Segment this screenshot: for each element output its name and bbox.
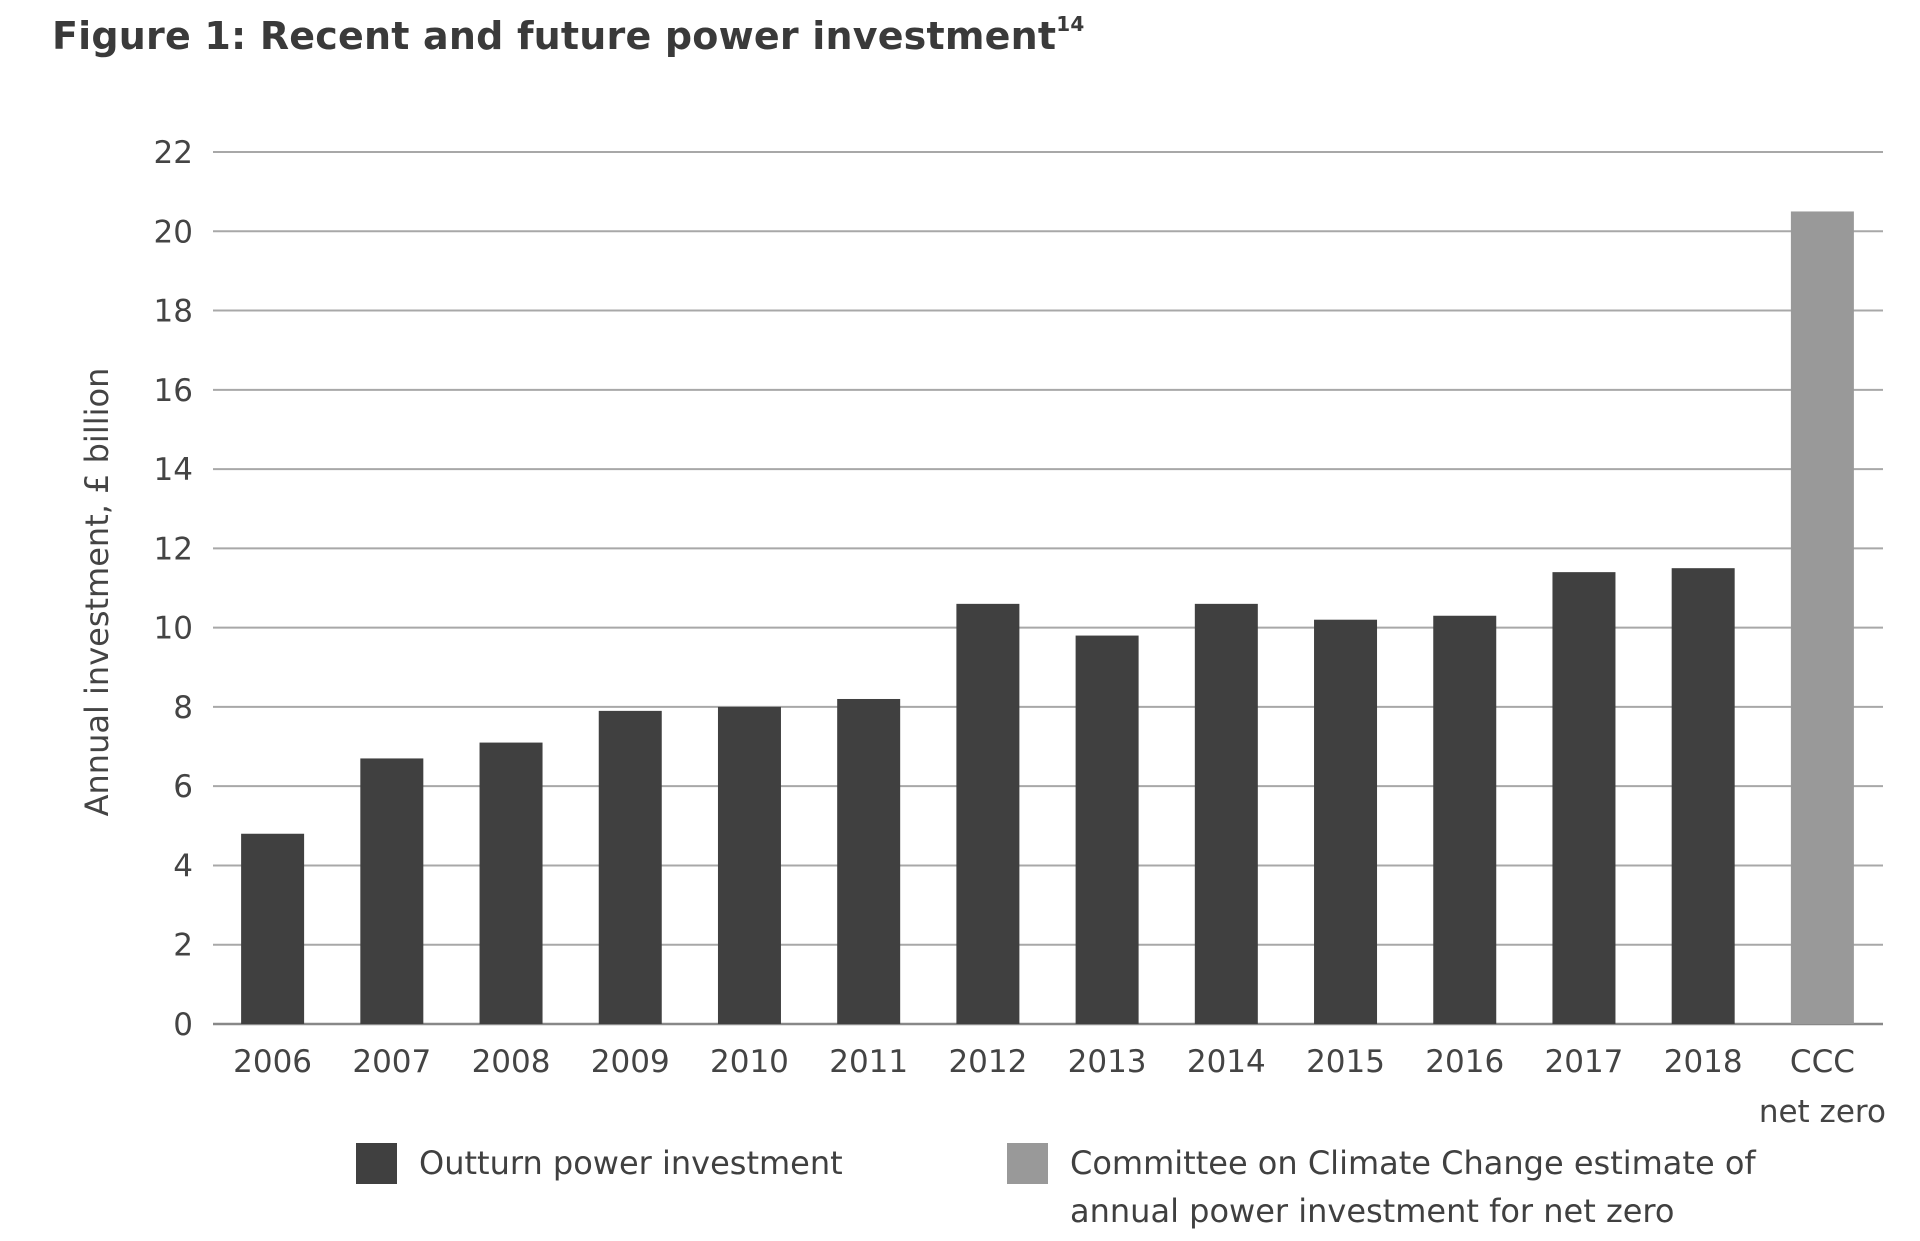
x-tick-label: 2010 (710, 1044, 789, 1080)
x-tick-label: 2017 (1545, 1044, 1624, 1080)
legend-item-ccc: Committee on Climate Change estimate of a… (1007, 1143, 1756, 1235)
x-tick-label: 2006 (233, 1044, 312, 1080)
y-tick-labels: 0 2 4 6 8 10 12 14 16 18 20 22 (154, 135, 193, 1043)
x-tick-label: CCC (1790, 1044, 1855, 1080)
legend-label-ccc: Committee on Climate Change estimate of a… (1070, 1144, 1756, 1230)
x-tick-label: net zero (1759, 1094, 1886, 1130)
bar-2012 (956, 603, 1020, 1024)
y-tick-label: 2 (173, 928, 193, 964)
x-tick-label: 2007 (352, 1044, 431, 1080)
bar-2014 (1194, 603, 1258, 1024)
y-tick-label: 10 (154, 611, 193, 647)
y-tick-label: 20 (154, 214, 193, 250)
bar-2010 (717, 706, 781, 1024)
bar-2009 (598, 710, 662, 1024)
y-tick-label: 12 (154, 531, 193, 567)
y-tick-label: 8 (173, 690, 193, 726)
x-tick-label: 2008 (472, 1044, 551, 1080)
bar-2018 (1671, 568, 1735, 1024)
bar-2006 (241, 833, 305, 1024)
bar-2015 (1314, 619, 1378, 1024)
bar-ccc-net-zero (1790, 211, 1854, 1025)
y-tick-label: 22 (154, 135, 193, 171)
title-footnote: 14 (1056, 12, 1085, 37)
x-tick-label: 2015 (1306, 1044, 1385, 1080)
y-tick-label: 6 (173, 769, 193, 805)
y-tick-label: 18 (154, 294, 193, 330)
y-axis-label: Annual investment, £ billion (78, 368, 116, 817)
x-tick-label: 2011 (829, 1044, 908, 1080)
x-tick-label: 2016 (1425, 1044, 1504, 1080)
bar-2011 (837, 698, 901, 1024)
y-tick-label: 16 (154, 373, 193, 409)
chart-title-text: Figure 1: Recent and future power invest… (52, 14, 1057, 58)
x-tick-label: 2014 (1187, 1044, 1266, 1080)
x-tick-labels: 2006 2007 2008 2009 2010 2011 2012 2013 2014 2015… (233, 1044, 1886, 1130)
y-tick-label: 4 (173, 848, 193, 884)
legend-label-outturn: Outturn power investment (419, 1144, 843, 1182)
legend-swatch-dark (356, 1143, 397, 1184)
bar-2007 (360, 758, 424, 1024)
x-tick-label: 2009 (591, 1044, 670, 1080)
grid-lines (213, 151, 1883, 1026)
x-tick-label: 2018 (1664, 1044, 1743, 1080)
y-tick-label: 0 (173, 1007, 193, 1043)
bar-2013 (1075, 635, 1139, 1024)
legend-item-outturn: Outturn power investment (356, 1143, 843, 1187)
legend-swatch-light (1007, 1143, 1048, 1184)
bars (241, 211, 1854, 1025)
x-tick-label: 2012 (948, 1044, 1027, 1080)
bar-2017 (1552, 572, 1616, 1024)
bar-2016 (1433, 615, 1497, 1024)
x-tick-label: 2013 (1068, 1044, 1147, 1080)
chart-title: Figure 1: Recent and future power invest… (52, 12, 1085, 58)
bar-2008 (479, 742, 543, 1024)
y-tick-label: 14 (154, 452, 193, 488)
